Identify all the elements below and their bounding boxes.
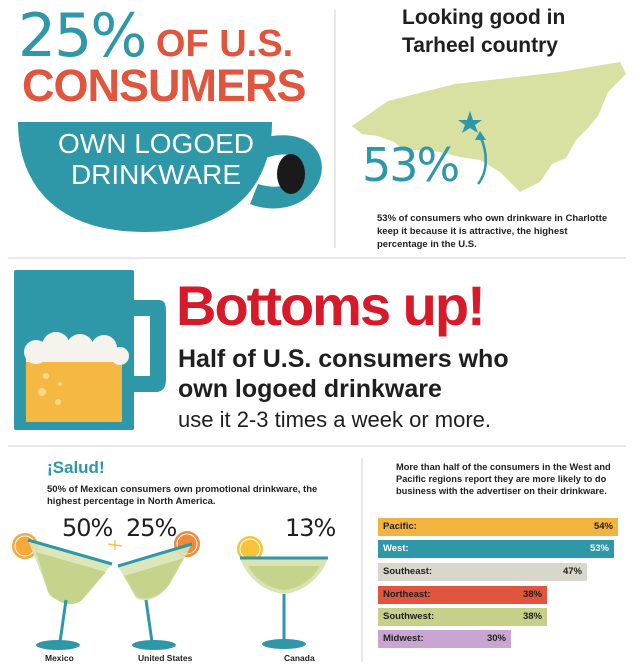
mug-label-line1: OWN LOGOED — [57, 128, 254, 159]
mug-handle — [250, 135, 322, 209]
margarita-glass-mexico — [10, 531, 113, 650]
arrow-icon — [476, 135, 487, 185]
star-icon — [458, 111, 482, 133]
country-label-mexico: Mexico — [45, 653, 74, 663]
beer-bubbles — [38, 373, 62, 405]
bar-label-midwest: Midwest: — [383, 633, 424, 644]
country-label-united-states: United States — [138, 653, 193, 663]
nc-map-icon — [352, 62, 626, 192]
bar-value-west: 53% — [589, 543, 609, 554]
margarita-glass-united-states — [117, 529, 202, 650]
bar-label-southeast: Southeast: — [383, 566, 433, 577]
beer-mug-handle — [130, 300, 166, 392]
bar-northeast: Northeast: 38% — [378, 586, 547, 604]
nc-title: Looking good in Tarheel country — [402, 4, 602, 60]
mug-handle-hole — [277, 154, 305, 194]
nc-title-line2: Tarheel country — [402, 34, 558, 57]
mug-label-line2: DRINKWARE — [70, 159, 242, 190]
bar-pacific: Pacific: 54% — [378, 518, 618, 536]
beer-liquid — [26, 352, 122, 422]
bar-label-southwest: Southwest: — [383, 611, 435, 622]
headline-consumers: CONSUMERS — [22, 60, 307, 111]
bar-west: West: 53% — [378, 540, 614, 558]
salud-title: ¡Salud! — [47, 458, 105, 477]
nc-percent: 53% — [362, 138, 460, 192]
bar-value-southwest: 38% — [522, 611, 542, 622]
bottoms-up-title: Bottoms up! — [176, 274, 486, 337]
bottoms-up-line2: own logoed drinkware — [178, 375, 442, 403]
bar-label-pacific: Pacific: — [383, 521, 417, 532]
clink-sparkle — [107, 540, 123, 550]
headline-percent: 25% — [18, 1, 147, 71]
nc-title-line1: Looking good in — [402, 6, 566, 29]
regions-caption: More than half of the consumers in the W… — [396, 462, 611, 496]
nc-caption: 53% of consumers who own drinkware in Ch… — [377, 213, 608, 250]
bar-value-southeast: 47% — [562, 566, 582, 577]
bar-southwest: Southwest: 38% — [378, 608, 547, 626]
bar-southeast: Southeast: 47% — [378, 563, 587, 581]
margarita-glass-canada — [235, 534, 328, 649]
bar-value-northeast: 38% — [522, 589, 542, 600]
mug-label: OWN LOGOED DRINKWARE — [46, 128, 266, 190]
salud-caption: 50% of Mexican consumers own promotional… — [47, 484, 318, 507]
mug-icon — [18, 122, 272, 232]
glass-pct-canada: 13% — [285, 514, 336, 542]
bottoms-up-line1: Half of U.S. consumers who — [178, 345, 509, 373]
glass-pct-mexico: 50% — [62, 514, 113, 542]
bar-label-northeast: Northeast: — [383, 589, 431, 600]
glass-pct-united-states: 25% — [126, 514, 177, 542]
bar-value-midwest: 30% — [486, 633, 506, 644]
bar-label-west: West: — [383, 543, 409, 554]
arrow-head — [475, 131, 486, 140]
country-label-canada: Canada — [284, 653, 315, 663]
beer-foam — [24, 332, 129, 365]
bar-midwest: Midwest: 30% — [378, 630, 511, 648]
bottoms-up-line3: use it 2-3 times a week or more. — [178, 407, 492, 432]
bar-value-pacific: 54% — [593, 521, 613, 532]
headline-of-us: OF U.S. — [145, 23, 294, 65]
headline-percent-line: 25% OF U.S. — [18, 6, 318, 66]
